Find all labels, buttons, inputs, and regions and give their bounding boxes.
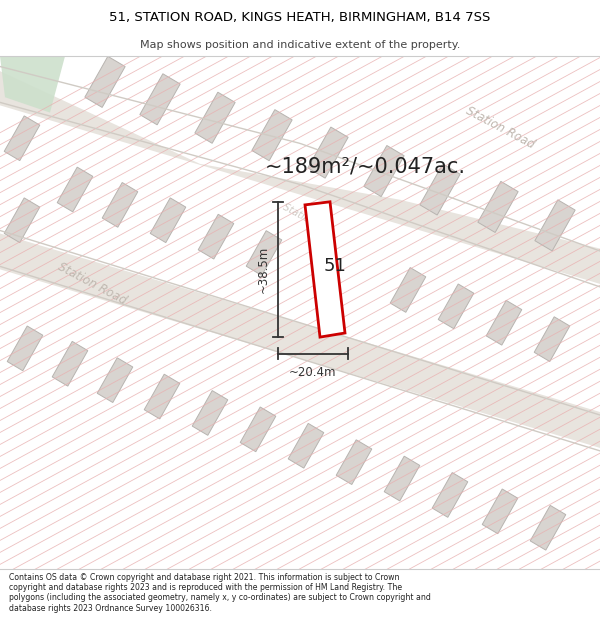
Bar [246, 231, 282, 276]
Polygon shape [0, 66, 600, 287]
Bar [482, 489, 518, 534]
Bar [52, 341, 88, 386]
Bar [390, 268, 426, 312]
Bar [364, 146, 404, 197]
Bar [85, 56, 125, 108]
Bar [102, 182, 138, 228]
Bar [478, 181, 518, 232]
Bar [288, 423, 324, 468]
Polygon shape [0, 56, 65, 112]
Bar [57, 167, 93, 212]
Text: 51: 51 [323, 258, 346, 276]
Text: Station Ro...: Station Ro... [281, 202, 339, 239]
Text: Map shows position and indicative extent of the property.: Map shows position and indicative extent… [140, 39, 460, 49]
Bar [336, 440, 372, 484]
Bar [535, 200, 575, 251]
Bar [534, 317, 570, 361]
Text: ~189m²/~0.047ac.: ~189m²/~0.047ac. [265, 157, 466, 177]
Text: ~38.5m: ~38.5m [257, 246, 270, 293]
Bar [308, 127, 348, 178]
Bar [432, 472, 468, 518]
Bar [240, 407, 276, 452]
Bar [438, 284, 474, 329]
Text: Contains OS data © Crown copyright and database right 2021. This information is : Contains OS data © Crown copyright and d… [9, 572, 431, 613]
Polygon shape [305, 202, 345, 337]
Bar [7, 326, 43, 371]
Text: 51, STATION ROAD, KINGS HEATH, BIRMINGHAM, B14 7SS: 51, STATION ROAD, KINGS HEATH, BIRMINGHA… [109, 11, 491, 24]
Bar [195, 92, 235, 143]
Bar [252, 109, 292, 161]
Bar [384, 456, 420, 501]
Bar [140, 74, 180, 125]
Bar [4, 116, 40, 161]
Bar [4, 198, 40, 242]
Bar [198, 214, 234, 259]
Bar [97, 357, 133, 402]
Bar [144, 374, 180, 419]
Bar [150, 198, 186, 242]
Bar [192, 391, 228, 436]
Text: ~20.4m: ~20.4m [289, 366, 337, 379]
Bar [486, 301, 522, 345]
Text: Station Road: Station Road [55, 260, 128, 308]
Text: Station Road: Station Road [463, 104, 536, 151]
Bar [530, 506, 566, 550]
Bar [420, 164, 460, 215]
Polygon shape [0, 231, 600, 451]
